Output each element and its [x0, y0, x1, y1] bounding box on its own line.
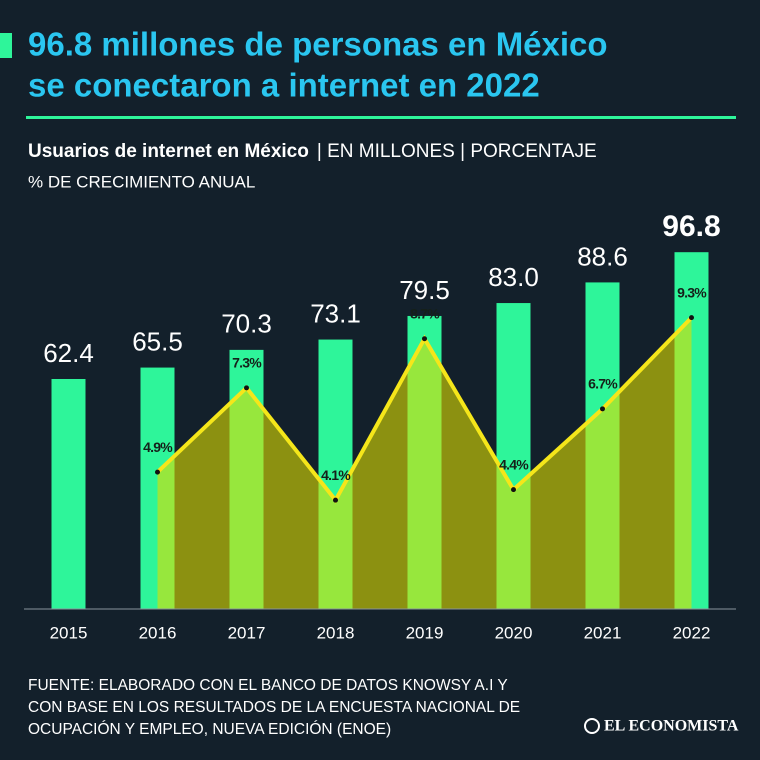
source: FUENTE: ELABORADO CON EL BANCO DE DATOS … — [28, 677, 508, 694]
subtitle-2: % DE CRECIMIENTO ANUAL — [28, 172, 255, 191]
point — [333, 497, 338, 503]
percent-label: 6.7% — [588, 376, 618, 392]
title: 96.8 millones de personas en México — [28, 26, 608, 63]
point — [689, 315, 694, 321]
x-tick-label: 2018 — [317, 623, 355, 642]
subtitle: Usuarios de internet en México | EN MILLO… — [28, 141, 597, 162]
title-marker — [0, 33, 12, 58]
value-label: 65.5 — [132, 326, 183, 356]
x-tick-label: 2020 — [495, 623, 533, 642]
x-tick-label: 2015 — [50, 623, 88, 642]
value-label: 88.6 — [577, 241, 628, 271]
subtitle-main: Usuarios de internet en México — [28, 141, 309, 162]
value-label: 79.5 — [399, 275, 450, 305]
brand: EL ECONOMISTA — [604, 718, 739, 735]
point — [155, 469, 160, 475]
units: | EN MILLONES | PORCENTAJE — [317, 141, 597, 162]
value-label: 83.0 — [488, 262, 539, 292]
value-label: 96.8 — [662, 210, 720, 243]
percent-label: 9.3% — [677, 284, 707, 300]
point — [422, 336, 427, 342]
point — [600, 406, 605, 412]
x-tick-label: 2021 — [584, 623, 622, 642]
percent-label: 4.9% — [143, 439, 173, 455]
percent-label: 4.1% — [321, 467, 351, 483]
percent-label: 8.7% — [410, 305, 440, 321]
x-tick-label: 2017 — [228, 623, 266, 642]
bar — [51, 378, 86, 609]
value-label: 73.1 — [310, 298, 361, 328]
percent-label: 7.3% — [232, 355, 262, 371]
area — [157, 317, 692, 609]
x-tick-label: 2022 — [673, 623, 711, 642]
value-label: 70.3 — [221, 309, 272, 339]
point — [244, 385, 249, 391]
brand-icon — [584, 718, 600, 734]
value-label: 62.4 — [43, 338, 94, 368]
x-tick-label: 2016 — [139, 623, 177, 642]
title-rule — [26, 116, 736, 119]
x-tick-label: 2019 — [406, 623, 444, 642]
source: OCUPACIÓN Y EMPLEO, NUEVA EDICIÓN (ENOE) — [28, 721, 391, 738]
point — [511, 487, 516, 493]
source: CON BASE EN LOS RESULTADOS DE LA ENCUEST… — [28, 699, 520, 716]
title: se conectaron a internet en 2022 — [28, 67, 540, 104]
percent-label: 4.4% — [499, 456, 529, 472]
